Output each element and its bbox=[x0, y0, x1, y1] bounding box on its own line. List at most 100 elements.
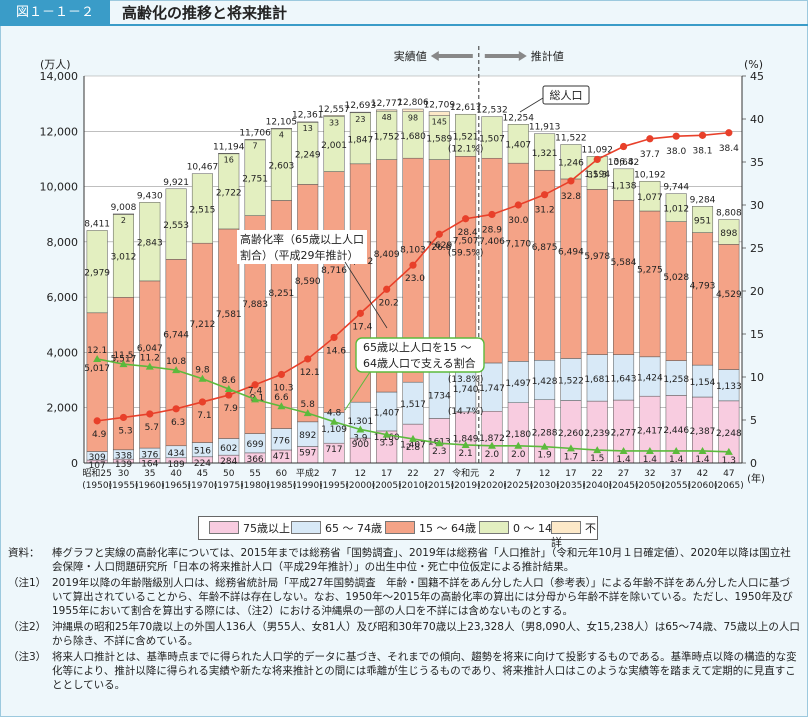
note-label: （注1） bbox=[8, 577, 47, 589]
y-right-tick-label: 10 bbox=[750, 371, 764, 384]
aging-rate-label: 35.3 bbox=[587, 170, 607, 180]
aging-rate-point bbox=[93, 417, 101, 425]
bar-label-0-14: 1,847 bbox=[347, 135, 373, 145]
pct-label-75plus: (14.7%) bbox=[448, 407, 484, 417]
support-ratio-label: 11.5 bbox=[113, 351, 133, 361]
total-label: 8,411 bbox=[84, 219, 110, 229]
total-label: 12,557 bbox=[318, 105, 350, 115]
bar-label-0-14: 1,507 bbox=[479, 134, 505, 144]
legend-swatch-75plus bbox=[209, 521, 239, 534]
x-tick-label-era: 17 bbox=[565, 469, 576, 479]
total-label: 12,617 bbox=[450, 103, 482, 113]
bar-label-0-14: 1,521 bbox=[453, 132, 479, 142]
aging-rate-point bbox=[593, 155, 601, 164]
bar-segment bbox=[165, 188, 187, 260]
bar-label-15-64: 7,406 bbox=[479, 237, 505, 247]
legend-item-0-14: 0 ～ 14歳 bbox=[479, 521, 563, 535]
bar-label-0-14: 1,246 bbox=[558, 159, 584, 169]
note-2: （注2） 沖縄県の昭和25年70歳以上の外国人136人（男55人、女81人）及び昭… bbox=[8, 620, 800, 648]
x-tick-label-year: (2065) bbox=[714, 481, 744, 491]
note-label: （注3） bbox=[8, 651, 47, 663]
bar-segment bbox=[507, 124, 529, 164]
x-tick-label-era: 47 bbox=[723, 469, 734, 479]
aging-rate-label: 30.0 bbox=[508, 216, 528, 226]
aging-rate-point bbox=[514, 201, 522, 209]
x-tick-label-era: 12 bbox=[539, 469, 550, 479]
bar-label-0-14: 2,515 bbox=[190, 205, 216, 215]
bar-label-65-74: 1,747 bbox=[479, 384, 505, 394]
bar-segment bbox=[718, 219, 740, 245]
bar-label-15-64: 5,275 bbox=[637, 265, 663, 275]
bar-segment bbox=[639, 180, 661, 212]
total-label: 8,808 bbox=[716, 209, 742, 219]
support-ratio-label: 2.8 bbox=[406, 443, 421, 453]
population-chart: 0 2,000 4,000 6,000 8,000 10,000 12,000 14,000 0… bbox=[40, 46, 765, 491]
support-callout-line1: 65歳以上人口を15 ～ bbox=[363, 341, 472, 354]
bar-segment bbox=[139, 202, 161, 282]
support-ratio-point bbox=[435, 439, 444, 447]
figure-title: 高齢化の推移と将来推計 bbox=[122, 4, 288, 22]
total-label: 12,532 bbox=[476, 106, 508, 116]
x-tick-label-era: 令和元 bbox=[452, 467, 479, 479]
bar-segment bbox=[297, 121, 319, 123]
bar-label-0-14: 2,843 bbox=[137, 239, 163, 249]
y-left-tick-label: 0 bbox=[71, 457, 78, 470]
bar-label-75plus: 1,849 bbox=[453, 434, 479, 444]
support-ratio-point bbox=[540, 442, 549, 450]
pct-label-65-74: (13.8%) bbox=[448, 375, 484, 385]
bar-label-65-74: 1,497 bbox=[505, 379, 531, 389]
aging-rate-point bbox=[146, 410, 154, 418]
x-tick-label-year: (2010) bbox=[398, 481, 428, 491]
aging-rate-point bbox=[672, 132, 680, 140]
support-ratio-point bbox=[514, 441, 523, 449]
x-axis-unit: (年) bbox=[747, 472, 765, 485]
bar-label-15-64: 8,251 bbox=[269, 289, 295, 299]
bar-segment bbox=[613, 168, 635, 201]
total-label: 9,921 bbox=[163, 178, 189, 188]
y-right-tick-label: 25 bbox=[750, 242, 764, 255]
x-tick-label-year: (2045) bbox=[609, 481, 639, 491]
bar-label-65-74: 1,301 bbox=[347, 417, 373, 427]
x-tick-label-era: 45 bbox=[197, 469, 208, 479]
bar-label-75plus: 224 bbox=[194, 459, 211, 469]
support-ratio-point bbox=[593, 446, 602, 454]
x-tick-label-era: 30 bbox=[118, 469, 130, 479]
total-callout-box bbox=[542, 85, 590, 105]
aging-callout-line2: 割合）（平成29年推計） bbox=[240, 248, 359, 262]
support-ratio-label: 1.7 bbox=[564, 452, 578, 462]
support-ratio-point bbox=[724, 447, 733, 455]
bar-label-unknown: 2 bbox=[121, 216, 126, 225]
bar-label-15-64: 7,507 bbox=[453, 236, 479, 246]
x-tick-label-year: (2055) bbox=[661, 481, 691, 491]
bar-label-65-74: 1,740 bbox=[453, 385, 479, 395]
support-ratio-label: 7.4 bbox=[248, 386, 263, 396]
support-ratio-label: 2.0 bbox=[485, 450, 500, 460]
support-ratio-label: 1.4 bbox=[669, 455, 684, 465]
total-label: 9,430 bbox=[137, 191, 163, 201]
bar-label-65-74: 434 bbox=[168, 449, 185, 459]
x-tick-label-era: 7 bbox=[331, 469, 337, 479]
x-tick-label-year: (2060) bbox=[688, 481, 718, 491]
bar-label-unknown: 33 bbox=[329, 118, 339, 127]
support-ratio-label: 3.9 bbox=[353, 433, 368, 443]
x-tick-label-year: (2050) bbox=[635, 481, 665, 491]
bar-segment bbox=[665, 193, 687, 222]
y-left-tick-label: 10,000 bbox=[40, 181, 79, 194]
support-ratio-point bbox=[93, 354, 102, 362]
note-text: 棒グラフと実線の高齢化率については、2015年までは総務省「国勢調査」、2019… bbox=[52, 547, 791, 573]
x-tick-label-year: (1950) bbox=[82, 481, 112, 491]
bar-label-unknown: 23 bbox=[355, 115, 365, 124]
x-tick-label-year: (2040) bbox=[582, 481, 612, 491]
legend-item-65-74: 65 ～ 74歳 bbox=[291, 521, 382, 535]
bar-label-unknown: 7 bbox=[253, 142, 258, 151]
bar-label-15-64: 8,409 bbox=[374, 250, 400, 260]
bar-label-0-14: 1,194 bbox=[584, 170, 610, 180]
note-text: 沖縄県の昭和25年70歳以上の外国人136人（男55人、女81人）及び昭和30年… bbox=[52, 621, 800, 647]
bar-label-65-74: 1,258 bbox=[663, 375, 689, 385]
aging-rate-label: 38.0 bbox=[666, 147, 686, 157]
bar-label-unknown: 48 bbox=[382, 113, 392, 122]
legend-swatch-65-74 bbox=[291, 521, 321, 534]
bar-label-unknown: 98 bbox=[408, 114, 418, 123]
aging-rate-label: 32.8 bbox=[561, 192, 581, 202]
note-source: 資料： 棒グラフと実線の高齢化率については、2015年までは総務省「国勢調査」、2… bbox=[8, 546, 800, 574]
